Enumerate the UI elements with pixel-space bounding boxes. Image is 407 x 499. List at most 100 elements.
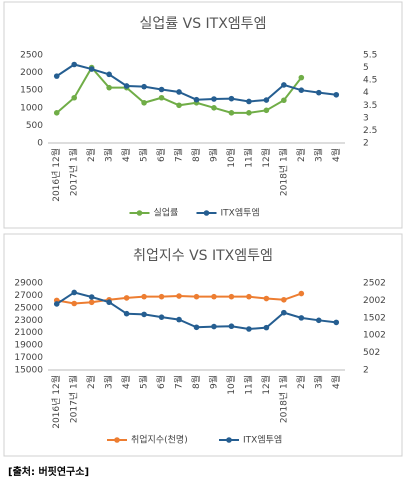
y2-tick-label: 2 bbox=[363, 366, 369, 376]
y-tick-label: 25000 bbox=[14, 303, 43, 313]
point bbox=[158, 94, 165, 101]
point bbox=[141, 293, 147, 300]
point bbox=[298, 74, 305, 81]
point bbox=[315, 89, 322, 96]
point bbox=[106, 84, 112, 91]
y2-tick-label: 4 bbox=[363, 88, 369, 98]
legend-marker bbox=[226, 437, 232, 443]
x-tick-label: 4월 bbox=[330, 148, 342, 162]
point bbox=[246, 293, 252, 300]
x-tick-label: 2월 bbox=[85, 375, 97, 389]
title: 취업지수 VS ITX엠투엠 bbox=[133, 248, 273, 264]
y-tick-label: 0 bbox=[37, 139, 43, 149]
point bbox=[106, 71, 112, 78]
y2-tick-label: 2502 bbox=[363, 279, 386, 289]
y2-tick-label: 502 bbox=[363, 348, 380, 358]
point bbox=[176, 316, 182, 323]
point bbox=[246, 98, 252, 105]
x-tick-label: 5월 bbox=[138, 148, 150, 162]
point bbox=[71, 61, 78, 68]
x-tick-label: 9월 bbox=[207, 375, 219, 389]
source: [출처: 버핏연구소] bbox=[8, 465, 89, 478]
y-tick-label: 21000 bbox=[14, 328, 43, 338]
legend-marker bbox=[203, 210, 210, 216]
x-tick-label: 4월 bbox=[330, 375, 342, 389]
x-tick-label: 4월 bbox=[120, 148, 132, 162]
point bbox=[211, 293, 217, 300]
y2-tick-label: 1002 bbox=[363, 331, 386, 341]
title: 실업률 VS ITX엠투엠 bbox=[140, 16, 267, 32]
point bbox=[228, 323, 235, 330]
point bbox=[228, 95, 235, 102]
point bbox=[158, 86, 165, 93]
x-tick-label: 3월 bbox=[312, 375, 324, 389]
legend-label: 취업지수(천명) bbox=[131, 435, 188, 446]
y2-tick-label: 5 bbox=[363, 63, 369, 73]
x-tick-label: 4월 bbox=[120, 375, 132, 389]
point bbox=[123, 83, 130, 89]
point bbox=[106, 299, 112, 306]
point bbox=[298, 290, 305, 297]
point bbox=[88, 66, 95, 72]
y-tick-label: 23000 bbox=[14, 316, 43, 326]
y-tick-label: 27000 bbox=[14, 291, 43, 301]
y-tick-label: 1500 bbox=[20, 86, 43, 96]
point bbox=[71, 289, 78, 296]
point bbox=[281, 97, 287, 104]
y-tick-label: 2000 bbox=[20, 68, 43, 78]
point bbox=[228, 110, 235, 116]
legend-marker bbox=[136, 210, 143, 216]
legend-label: ITX엠투엠 bbox=[243, 434, 282, 446]
point bbox=[53, 110, 60, 116]
x-tick-label: 5월 bbox=[138, 375, 150, 389]
point bbox=[333, 91, 340, 98]
point bbox=[211, 96, 217, 102]
y-tick-label: 2500 bbox=[20, 51, 43, 61]
y-tick-label: 1000 bbox=[20, 103, 43, 113]
x-tick-label: 7월 bbox=[173, 375, 185, 389]
y2-tick-label: 2.5 bbox=[363, 126, 377, 136]
x-tick-label: 2월 bbox=[85, 148, 97, 162]
y-tick-label: 500 bbox=[26, 121, 43, 131]
y-tick-label: 17000 bbox=[14, 353, 43, 363]
point bbox=[71, 300, 78, 307]
x-tick-label: 10월 bbox=[225, 148, 237, 168]
x-tick-label: 2월 bbox=[295, 148, 307, 162]
point bbox=[211, 105, 217, 111]
x-tick-label: 2017년 1월 bbox=[68, 375, 80, 423]
point bbox=[298, 87, 305, 93]
point bbox=[71, 94, 78, 101]
point bbox=[193, 96, 200, 103]
x-tick-label: 7월 bbox=[173, 148, 185, 162]
point bbox=[281, 309, 287, 316]
point bbox=[88, 294, 95, 300]
point bbox=[141, 311, 147, 318]
x-tick-label: 8월 bbox=[190, 375, 202, 389]
point bbox=[246, 326, 252, 332]
x-tick-label: 11월 bbox=[242, 148, 254, 168]
point bbox=[176, 102, 182, 109]
x-tick-label: 3월 bbox=[103, 375, 115, 389]
point bbox=[211, 323, 217, 330]
point bbox=[315, 317, 322, 324]
point bbox=[246, 110, 252, 116]
point bbox=[176, 89, 182, 95]
x-tick-label: 6월 bbox=[155, 148, 167, 162]
y2-tick-label: 4.5 bbox=[363, 76, 377, 86]
chart-frame bbox=[3, 1, 403, 229]
x-tick-label: 12월 bbox=[260, 375, 272, 395]
point bbox=[141, 99, 147, 106]
legend-label: ITX엠투엠 bbox=[221, 207, 260, 219]
point bbox=[123, 310, 130, 317]
x-tick-label: 3월 bbox=[312, 148, 324, 162]
point bbox=[123, 295, 130, 301]
x-tick-label: 2016년 12월 bbox=[50, 148, 62, 202]
point bbox=[193, 293, 200, 300]
y-tick-label: 15000 bbox=[14, 366, 43, 376]
x-tick-label: 6월 bbox=[155, 375, 167, 389]
y2-tick-label: 3.5 bbox=[363, 101, 377, 111]
legend-label: 실업률 bbox=[154, 208, 179, 219]
x-tick-label: 8월 bbox=[190, 148, 202, 162]
point bbox=[281, 82, 287, 88]
